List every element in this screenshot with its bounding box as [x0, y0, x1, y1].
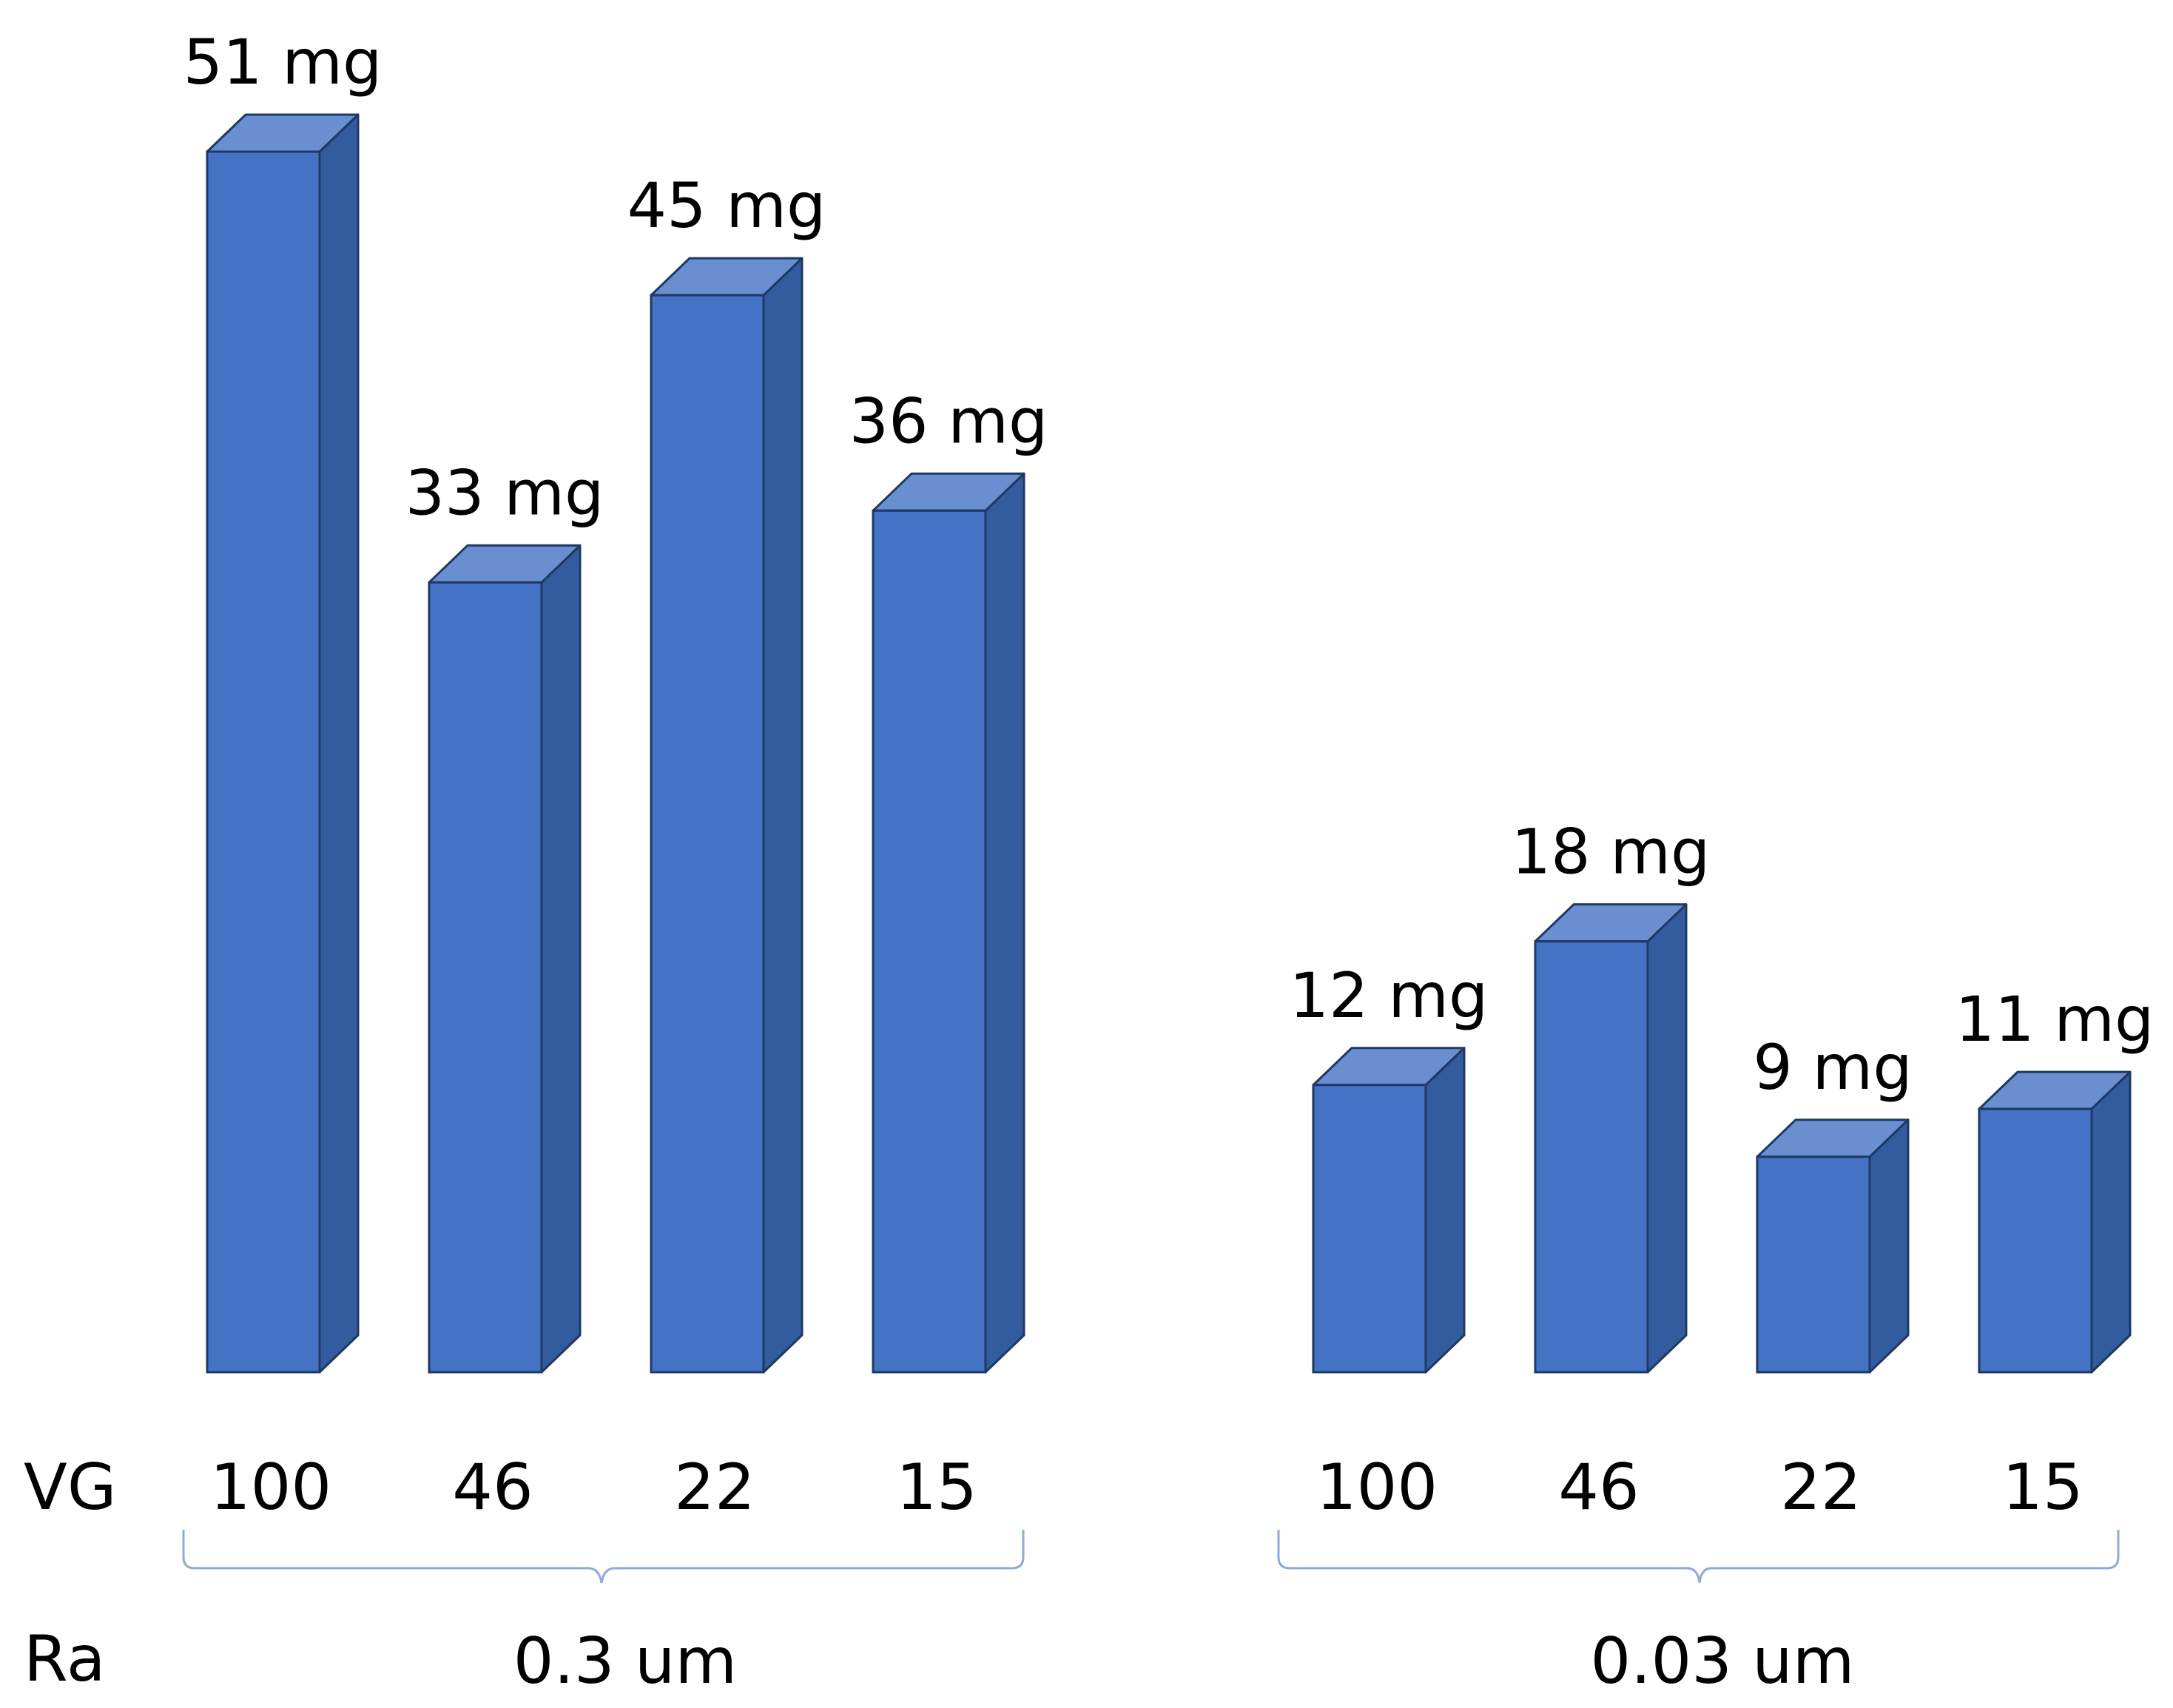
- bar-value-label: 36 mg: [849, 385, 1048, 457]
- bar-front-face: [428, 581, 543, 1374]
- bar-0.03um-vg46: [1534, 903, 1688, 1374]
- vg-tick-label: 22: [674, 1451, 755, 1525]
- group-brace-0.3um: [182, 1530, 1025, 1584]
- bar-value-label: 12 mg: [1290, 959, 1489, 1032]
- bar-0.3um-vg15: [872, 472, 1025, 1374]
- bar-0.03um-vg22: [1756, 1118, 1910, 1374]
- bar-side-face: [1868, 1118, 1910, 1374]
- vg-tick-label: 100: [210, 1451, 331, 1525]
- bar-front-face: [1534, 940, 1649, 1374]
- group-label-0.3um: 0.3 um: [513, 1624, 737, 1698]
- bar-value-label: 18 mg: [1512, 816, 1711, 888]
- vg-tick-label: 22: [1780, 1451, 1861, 1525]
- bar-0.03um-vg15: [1978, 1070, 2132, 1374]
- bar-front-face: [1312, 1084, 1427, 1374]
- bars-layer: [206, 113, 2132, 1374]
- group-brace-0.03um: [1277, 1530, 2120, 1584]
- ra-row-label: Ra: [24, 1622, 106, 1696]
- bar-side-face: [1646, 903, 1688, 1374]
- bar-value-label: 33 mg: [405, 456, 604, 529]
- labels-layer: 51 mg 100 33 mg 46 45 mg 22 36 mg 15 12 mg 100 18 …: [183, 26, 2155, 1525]
- bar-front-face: [206, 150, 321, 1374]
- vg-tick-label: 46: [1558, 1451, 1639, 1525]
- vg-tick-label: 15: [2002, 1451, 2083, 1525]
- bar-side-face: [762, 257, 803, 1374]
- vg-tick-label: 100: [1316, 1451, 1438, 1525]
- bar-front-face: [650, 294, 765, 1374]
- vg-tick-label: 15: [896, 1451, 977, 1525]
- bar-value-label: 11 mg: [1955, 983, 2155, 1056]
- bar-0.03um-vg100: [1312, 1047, 1466, 1374]
- bar-side-face: [318, 113, 360, 1374]
- bar-front-face: [872, 509, 987, 1374]
- bar-value-label: 45 mg: [627, 169, 826, 242]
- group-label-0.03um: 0.03 um: [1590, 1624, 1854, 1698]
- vg-row-label: VG: [24, 1451, 116, 1525]
- bar-value-label: 9 mg: [1753, 1031, 1912, 1104]
- bar-side-face: [984, 472, 1025, 1374]
- bar-0.3um-vg46: [428, 544, 582, 1374]
- bar-side-face: [2090, 1070, 2132, 1374]
- bar-0.3um-vg100: [206, 113, 360, 1374]
- bar-side-face: [1424, 1047, 1466, 1374]
- bar-0.3um-vg22: [650, 257, 803, 1374]
- bar-front-face: [1978, 1107, 2093, 1374]
- bar-side-face: [540, 544, 582, 1374]
- bar-front-face: [1756, 1155, 1871, 1374]
- bar-value-label: 51 mg: [183, 26, 383, 98]
- vg-tick-label: 46: [452, 1451, 533, 1525]
